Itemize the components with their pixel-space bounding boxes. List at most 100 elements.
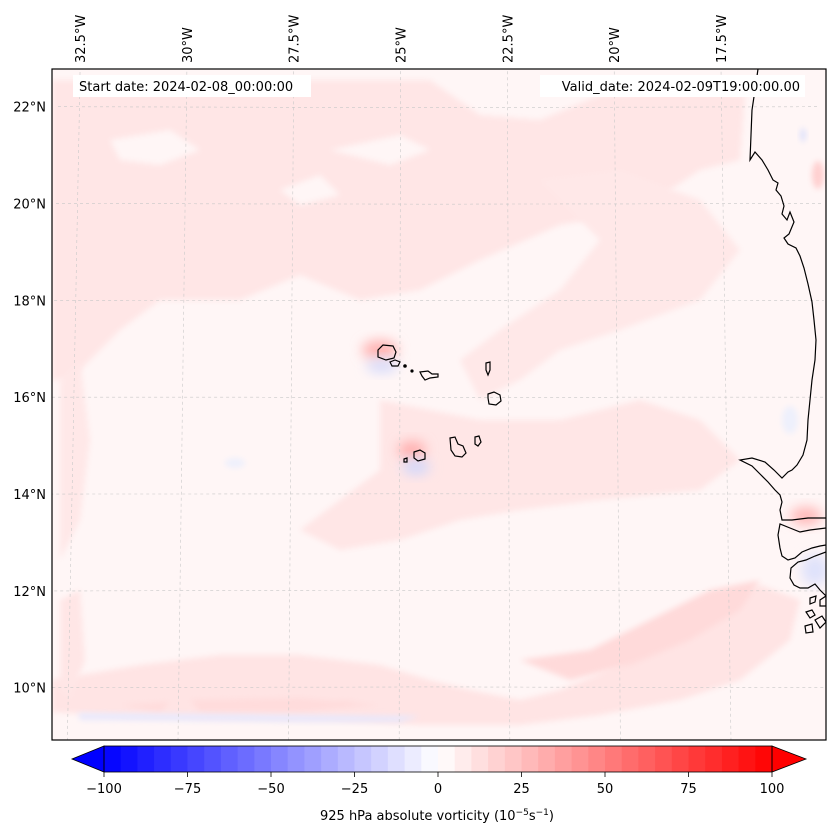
colorbar-bin: [254, 746, 272, 772]
colorbar-bin: [538, 746, 556, 772]
colorbar-tick-label: 50: [597, 782, 614, 797]
positive-vorticity-region: [120, 698, 380, 712]
colorbar-bin: [170, 746, 189, 772]
positive-vorticity-region: [60, 360, 90, 560]
colorbar-bin: [220, 746, 239, 772]
island-sao-nicolau: [419, 370, 439, 381]
colorbar-label: 925 hPa absolute vorticity (10−5s−1): [320, 808, 554, 824]
coastlines: [377, 69, 826, 634]
vorticity-shading: [52, 80, 826, 725]
colorbar-tick-label: −75: [174, 782, 201, 797]
parallel-line: [56, 203, 822, 205]
colorbar-bin: [671, 746, 690, 772]
colorbar-bin: [321, 746, 339, 772]
colorbar-bin: [304, 746, 322, 772]
positive-vorticity-region: [52, 585, 800, 725]
colorbar-label-prefix: 925 hPa absolute vorticity (10: [320, 809, 516, 824]
map-frame: [51, 68, 827, 741]
meridian-line: [288, 69, 294, 740]
colorbar-bin: [755, 746, 773, 772]
island-santa-luzia: [403, 364, 407, 368]
longitude-tick-label: 22.5°W: [501, 15, 516, 63]
negative-vorticity-core: [801, 554, 826, 586]
colorbar-bin: [638, 746, 656, 772]
colorbar-bin: [454, 746, 472, 772]
negative-vorticity-core: [402, 459, 430, 475]
colorbar-bin: [354, 746, 372, 772]
colorbar-bin: [104, 746, 122, 772]
latitude-labels: 22°N 20°N 18°N 16°N 14°N 12°N 10°N: [13, 101, 46, 697]
colorbar-bin: [137, 746, 155, 772]
positive-vorticity-region: [52, 80, 745, 380]
latitude-tick-label: 22°N: [13, 101, 46, 116]
island-boa-vista: [487, 391, 502, 406]
latitude-tick-label: 16°N: [13, 391, 46, 406]
colorbar-bin: [504, 746, 523, 772]
colorbar-bin: [738, 746, 756, 772]
meridian-line: [398, 69, 401, 740]
island-fogo: [413, 449, 426, 462]
colorbar-bin: [371, 746, 389, 772]
positive-vorticity-core: [790, 507, 822, 525]
colorbar-bin: [688, 746, 706, 772]
colorbar-bin: [521, 746, 539, 772]
colorbar-bin: [471, 746, 489, 772]
colorbar-tick-label: −25: [341, 782, 368, 797]
colorbar-bin: [421, 746, 439, 772]
island-maio: [474, 435, 482, 447]
island-santo-antao: [377, 344, 397, 361]
longitude-tick-label: 17.5°W: [715, 15, 730, 63]
island-islet: [410, 369, 414, 373]
meridian-line: [720, 69, 732, 740]
colorbar-bin: [271, 746, 289, 772]
colorbar-tick-label: 25: [513, 782, 530, 797]
start-date-label: Start date: 2024-02-08_00:00:00: [79, 80, 293, 95]
latitude-tick-label: 18°N: [13, 294, 46, 309]
colorbar-bin: [605, 746, 623, 772]
bijagos-islands: [804, 595, 826, 634]
island-sao-vicente: [389, 359, 401, 367]
colorbar-tick-label: −100: [86, 782, 122, 797]
latitude-tick-label: 10°N: [13, 682, 46, 697]
meridian-line: [613, 69, 621, 740]
african-coastline: [738, 69, 826, 521]
colorbar-bin: [554, 746, 573, 772]
colorbar-tick-label: −50: [257, 782, 284, 797]
latitude-tick-label: 14°N: [13, 488, 46, 503]
longitude-labels: 32.5°W 30°W 27.5°W 25°W 22.5°W 20°W 17.5°W: [74, 15, 730, 63]
colorbar-bins: [104, 746, 773, 772]
colorbar-bin: [721, 746, 740, 772]
colorbar-label-unit: s: [529, 809, 536, 824]
colorbar-bin: [438, 746, 456, 772]
guinea-bissau-coastline: [789, 551, 826, 597]
parallel-line: [52, 590, 826, 592]
colorbar: −100 −75 −50 −25 0 25 50 75 100 925 hPa absolute…: [70, 745, 808, 824]
colorbar-tick-label: 0: [434, 782, 442, 797]
positive-vorticity-region: [110, 130, 430, 205]
island-brava: [403, 457, 408, 463]
colorbar-bin: [237, 746, 255, 772]
meridian-line: [177, 69, 188, 740]
colorbar-tick-label: 75: [680, 782, 697, 797]
positive-vorticity-region: [460, 170, 740, 400]
negative-vorticity-core: [225, 458, 245, 468]
positive-vorticity-region: [60, 590, 85, 700]
longitude-tick-label: 25°W: [395, 27, 410, 63]
latitude-tick-label: 20°N: [13, 198, 46, 213]
graticule: [52, 69, 826, 740]
positive-vorticity-region: [520, 580, 760, 680]
colorbar-bin: [571, 746, 589, 772]
colorbar-label-exponent: −1: [536, 808, 549, 818]
longitude-tick-label: 27.5°W: [288, 15, 303, 63]
island-sal: [485, 361, 491, 377]
colorbar-bin: [621, 746, 639, 772]
positive-vorticity-core: [398, 441, 426, 459]
colorbar-extend-low: [70, 745, 105, 773]
colorbar-bin: [154, 746, 172, 772]
colorbar-bin: [204, 746, 222, 772]
colorbar-bin: [488, 746, 506, 772]
colorbar-bin: [705, 746, 723, 772]
longitude-tick-label: 20°W: [608, 27, 623, 63]
start-date-box: [73, 75, 311, 97]
